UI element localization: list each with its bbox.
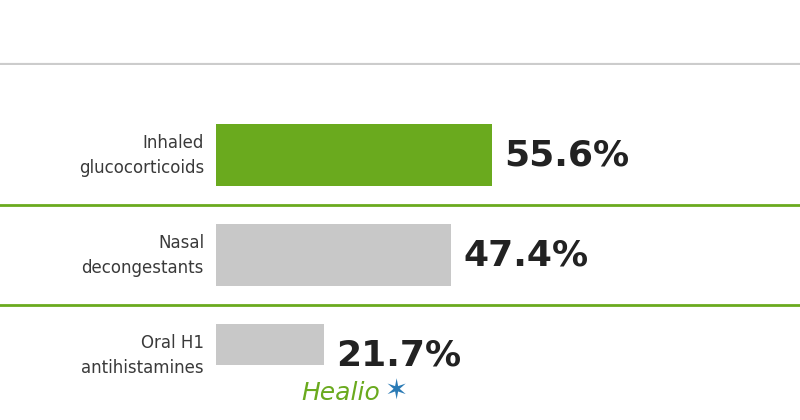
Text: ✶: ✶ bbox=[384, 378, 407, 406]
Text: 55.6%: 55.6% bbox=[504, 138, 629, 172]
Text: Nasal
decongestants: Nasal decongestants bbox=[82, 234, 204, 277]
Text: 21.7%: 21.7% bbox=[336, 339, 461, 373]
Text: Healio: Healio bbox=[302, 381, 380, 405]
Text: Oral H1
antihistamines: Oral H1 antihistamines bbox=[82, 334, 204, 377]
FancyBboxPatch shape bbox=[216, 224, 451, 286]
Text: Inhaled
glucocorticoids: Inhaled glucocorticoids bbox=[78, 134, 204, 177]
Text: Most frequently used medications for rhinitis:: Most frequently used medications for rhi… bbox=[110, 21, 690, 41]
FancyBboxPatch shape bbox=[216, 324, 324, 386]
Text: 47.4%: 47.4% bbox=[463, 238, 588, 272]
FancyBboxPatch shape bbox=[216, 124, 492, 186]
